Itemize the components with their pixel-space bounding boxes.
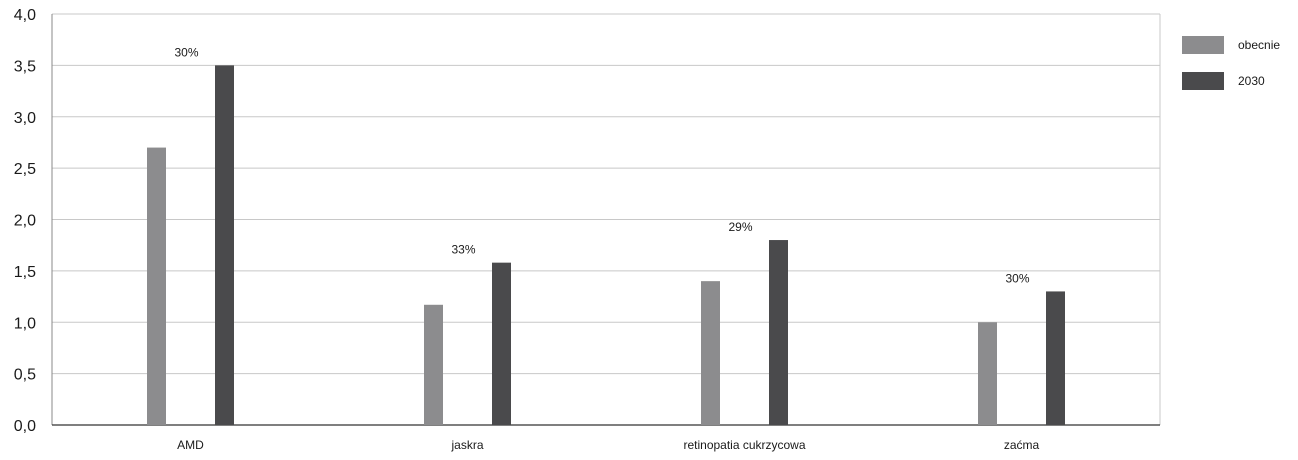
x-tick-label: retinopatia cukrzycowa	[683, 438, 805, 452]
bar-2030	[492, 262, 511, 425]
data-label: 30%	[1005, 271, 1029, 285]
x-tick-label: zaćma	[1004, 438, 1040, 452]
x-tick-label: AMD	[177, 438, 204, 452]
y-tick-label: 1,5	[14, 264, 36, 281]
y-tick-label: 0,0	[14, 418, 36, 435]
legend-label: obecnie	[1238, 38, 1280, 52]
grid-lines	[52, 13, 1160, 375]
axes	[51, 14, 1161, 426]
bar-obecnie	[701, 281, 720, 425]
legend: obecnie 2030	[1182, 36, 1280, 90]
data-label: 33%	[451, 243, 475, 257]
y-tick-label: 3,0	[14, 110, 36, 127]
x-tick-label: jaskra	[450, 438, 483, 452]
y-tick-label: 4,0	[14, 7, 36, 24]
data-label: 30%	[174, 45, 198, 59]
y-tick-label: 3,5	[14, 58, 36, 75]
y-tick-label: 0,5	[14, 367, 36, 384]
legend-label: 2030	[1238, 74, 1265, 88]
y-tick-label: 1,0	[14, 315, 36, 332]
y-tick-label: 2,5	[14, 161, 36, 178]
legend-swatch	[1182, 72, 1224, 90]
data-label: 29%	[728, 220, 752, 234]
y-tick-label: 2,0	[14, 213, 36, 230]
bar-obecnie	[424, 304, 443, 425]
bar-2030	[769, 240, 788, 425]
bar-obecnie	[978, 322, 997, 425]
labels: 0,0 0,5 1,0 1,5 2,0 2,5 3,0 3,5 4,0 AMD 30% jaskra 3…	[14, 7, 1040, 452]
bar-2030	[1046, 291, 1065, 425]
bar-obecnie	[147, 147, 166, 425]
bars	[147, 65, 1065, 425]
bar-2030	[215, 65, 234, 425]
legend-swatch	[1182, 36, 1224, 54]
